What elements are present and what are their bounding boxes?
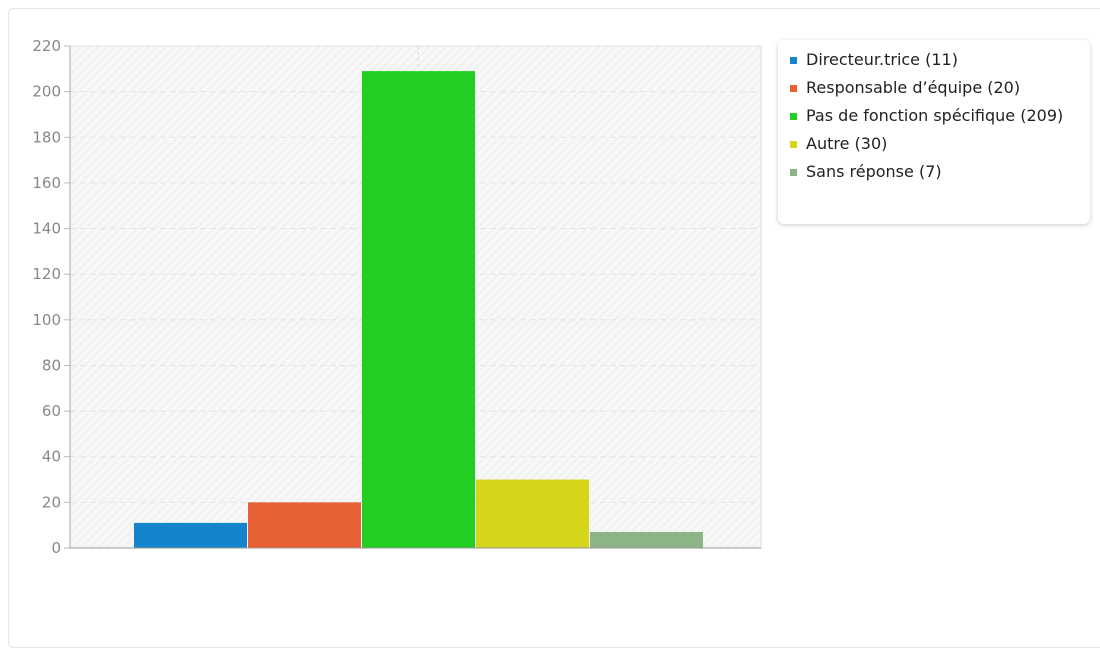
y-tick-label: 180 — [32, 128, 61, 146]
legend-item-autre[interactable]: Autre (30) — [790, 130, 1082, 158]
y-tick-label: 40 — [42, 448, 61, 466]
y-tick-label: 20 — [42, 493, 61, 511]
bar — [590, 532, 703, 548]
legend-swatch — [790, 113, 797, 120]
legend-item-sans-reponse[interactable]: Sans réponse (7) — [790, 158, 1082, 186]
legend-label: Autre (30) — [806, 134, 888, 153]
legend-label: Pas de fonction spécifique (209) — [806, 106, 1064, 125]
y-tick-label: 160 — [32, 174, 61, 192]
y-tick-label: 0 — [51, 539, 61, 557]
legend-item-pas-de-fonction[interactable]: Pas de fonction spécifique (209) — [790, 102, 1082, 130]
legend-list: Directeur.trice (11) Responsable d’équip… — [790, 46, 1082, 186]
y-tick-label: 220 — [32, 37, 61, 55]
bar — [476, 479, 589, 548]
axes — [69, 46, 761, 549]
legend: Directeur.trice (11) Responsable d’équip… — [778, 40, 1090, 224]
bar — [134, 522, 247, 548]
legend-swatch — [790, 169, 797, 176]
legend-swatch — [790, 85, 797, 92]
y-tick-label: 200 — [32, 83, 61, 101]
legend-swatch — [790, 57, 797, 64]
y-tick-labels: 0 20 40 60 80 100 120 140 160 180 200 220 — [32, 37, 61, 557]
legend-swatch — [790, 141, 797, 148]
y-tick-label: 140 — [32, 220, 61, 238]
legend-label: Responsable d’équipe (20) — [806, 78, 1021, 97]
legend-item-responsable[interactable]: Responsable d’équipe (20) — [790, 74, 1082, 102]
bars — [134, 71, 703, 548]
bar-chart: 0 20 40 60 80 100 120 140 160 180 200 220 — [32, 37, 762, 557]
legend-label: Directeur.trice (11) — [806, 50, 958, 69]
legend-label: Sans réponse (7) — [806, 162, 942, 181]
y-tick-label: 60 — [42, 402, 61, 420]
y-tick-label: 80 — [42, 356, 61, 374]
bar — [362, 71, 475, 548]
bar — [248, 502, 361, 548]
legend-item-directeur[interactable]: Directeur.trice (11) — [790, 46, 1082, 74]
y-tick-label: 100 — [32, 311, 61, 329]
y-tick-label: 120 — [32, 265, 61, 283]
